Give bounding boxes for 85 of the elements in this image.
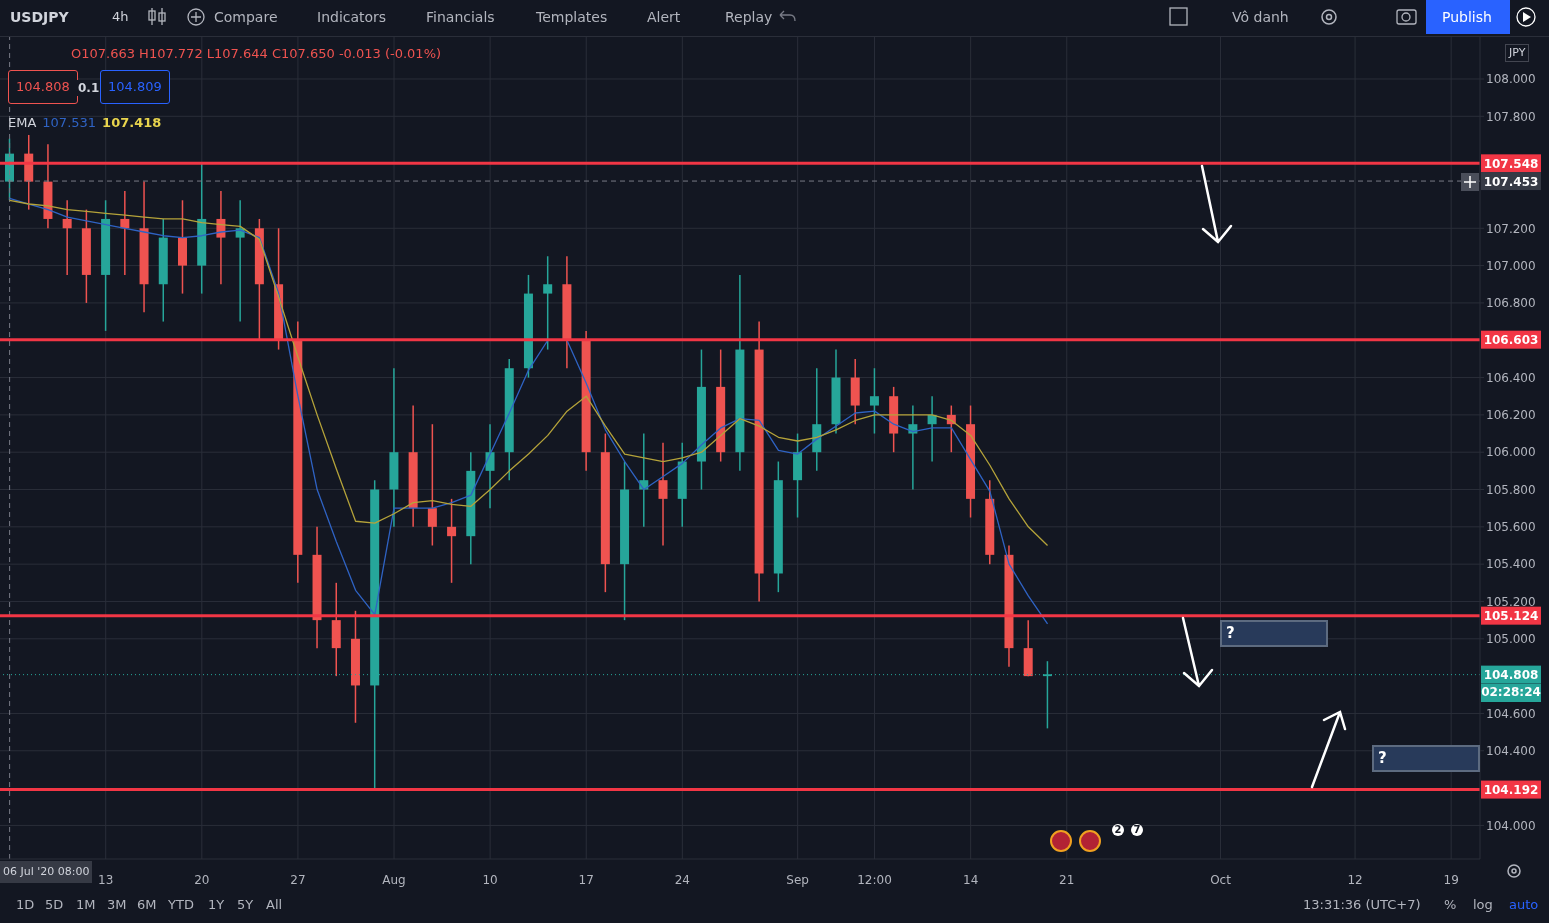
text: 5Y xyxy=(237,897,254,913)
text: 13:31:36 (UTC+7) xyxy=(1303,897,1421,913)
y-tick-label: 107.000 xyxy=(1486,258,1536,273)
text: 3M xyxy=(107,897,127,913)
text: Financials xyxy=(426,9,495,25)
text: 1D xyxy=(16,897,35,913)
y-tick-label: 106.000 xyxy=(1486,445,1536,460)
x-tick-label: 13 xyxy=(98,873,114,887)
text: Compare xyxy=(214,9,278,25)
annotation: ? xyxy=(1378,749,1387,767)
text: Vô danh xyxy=(1232,9,1289,25)
x-tick-label: 17 xyxy=(578,873,594,887)
annotation: 104.809 xyxy=(100,70,170,104)
ref-line-label: 104.808 xyxy=(1483,668,1539,683)
text: log xyxy=(1473,897,1493,913)
candlestick xyxy=(908,404,918,491)
text: 6M xyxy=(137,897,157,913)
text: 5D xyxy=(45,897,64,913)
y-tick-label: 105.600 xyxy=(1486,520,1536,535)
text: 06 Jul '20 08:00 xyxy=(0,861,93,883)
text: Indicators xyxy=(317,9,387,25)
annotation: 104.808 xyxy=(8,70,78,104)
y-tick-label: 105.000 xyxy=(1486,632,1536,647)
candlestick xyxy=(120,190,130,276)
y-tick-label: 105.400 xyxy=(1486,557,1536,572)
note-box: ? xyxy=(1220,620,1328,647)
ref-line-label: 107.548 xyxy=(1483,156,1539,171)
annotation: 2 xyxy=(1112,824,1124,836)
ref-line-label: 104.192 xyxy=(1483,783,1539,798)
text: 02:28:24 xyxy=(1481,684,1541,702)
y-tick-label: 105.800 xyxy=(1486,482,1536,497)
text: Alert xyxy=(647,9,681,25)
ref-line-label: 106.603 xyxy=(1483,333,1539,348)
line-series xyxy=(8,199,1049,547)
y-tick-label: 107.800 xyxy=(1486,109,1536,124)
ref-line-label: 107.453 xyxy=(1483,174,1539,189)
annotation: O107.663 H107.772 L107.644 C107.650 -0.013 (-0.01%) xyxy=(71,46,442,62)
y-tick-label: 104.000 xyxy=(1486,818,1536,833)
candlestick xyxy=(447,498,457,584)
x-tick-label: 12 xyxy=(1347,873,1363,887)
y-tick-label: 104.400 xyxy=(1486,744,1536,759)
annotation: 0.1 xyxy=(76,80,102,96)
candlestick xyxy=(658,442,668,547)
line-series xyxy=(8,197,1049,625)
x-tick-label: Oct xyxy=(1210,873,1232,887)
text: 4h xyxy=(112,9,129,25)
x-tick-label: 10 xyxy=(482,873,498,887)
candlestick xyxy=(543,255,553,351)
annotation: EMA 107.531 107.418 xyxy=(8,115,162,130)
text: JPY xyxy=(1505,44,1530,62)
x-tick-label: 19 xyxy=(1443,873,1459,887)
x-tick-label: Sep xyxy=(786,873,809,887)
text: 1M xyxy=(76,897,96,913)
candlestick xyxy=(427,423,437,547)
y-tick-label: 104.600 xyxy=(1486,706,1536,721)
annotation: ? xyxy=(1226,624,1235,642)
candlestick xyxy=(485,423,495,509)
text: Replay xyxy=(725,9,773,25)
text: Templates xyxy=(536,9,608,25)
annotation: 7 xyxy=(1131,824,1143,836)
note-box: ? xyxy=(1372,745,1480,772)
y-tick-label: 106.400 xyxy=(1486,370,1536,385)
y-tick-label: 108.000 xyxy=(1486,72,1536,87)
y-tick-label: 105.200 xyxy=(1486,594,1536,609)
text: All xyxy=(266,897,283,913)
y-tick-label: 107.200 xyxy=(1486,221,1536,236)
text: 1Y xyxy=(208,897,225,913)
x-tick-label: 21 xyxy=(1059,873,1075,887)
y-tick-label: 106.800 xyxy=(1486,296,1536,311)
x-tick-label: 27 xyxy=(290,873,306,887)
text: YTD xyxy=(168,897,194,913)
x-tick-label: Aug xyxy=(382,873,406,887)
text: USDJPY xyxy=(10,9,69,25)
x-tick-label: 24 xyxy=(674,873,690,887)
candlestick xyxy=(62,199,72,276)
x-tick-label: 12:00 xyxy=(857,873,892,887)
candlestick xyxy=(235,199,245,323)
text: % xyxy=(1444,897,1457,913)
candlestick xyxy=(869,367,879,435)
text: Publish xyxy=(1442,9,1492,25)
x-tick-label: 20 xyxy=(194,873,210,887)
text: auto xyxy=(1509,897,1539,913)
y-tick-label: 106.200 xyxy=(1486,408,1536,423)
ref-line-label: 105.124 xyxy=(1483,609,1539,624)
x-tick-label: 14 xyxy=(963,873,979,887)
